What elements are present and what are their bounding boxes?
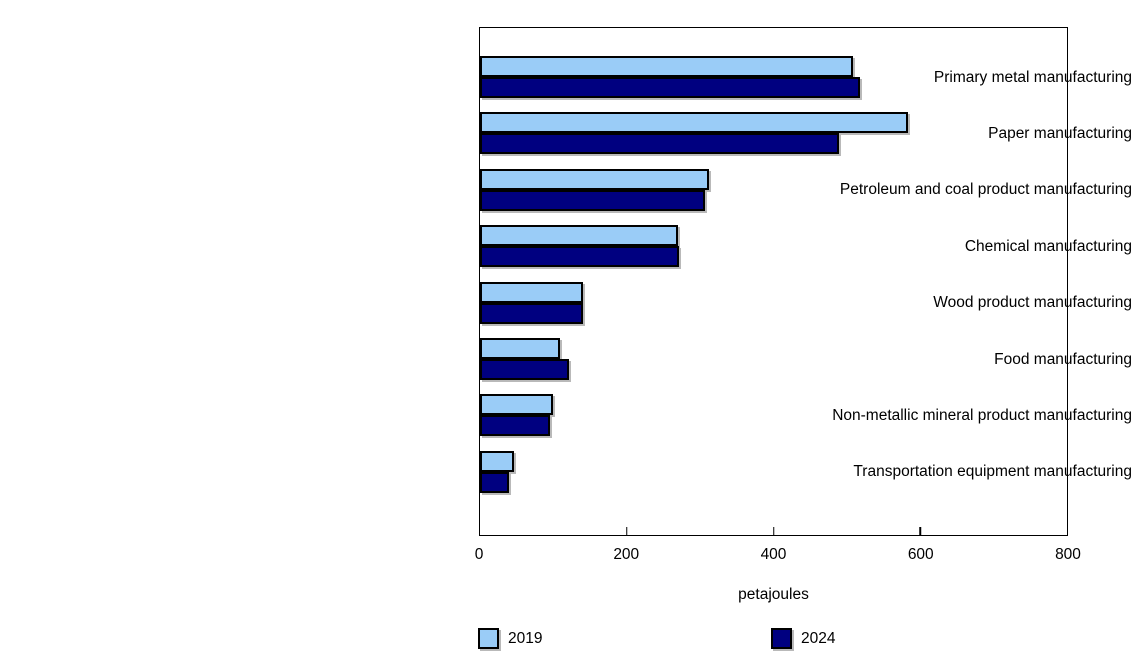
category-label-primary-metal-manufacturing: Primary metal manufacturing (933, 68, 1132, 86)
legend-item-2019: 2019 (478, 628, 542, 649)
bar-2019-transportation-equipment-manufacturing (480, 450, 514, 472)
category-label-petroleum-and-coal-product-manufacturing: Petroleum and coal product manufacturing (839, 181, 1132, 199)
bar-2019-wood-product-manufacturing (480, 281, 584, 303)
plot-area (479, 27, 1068, 536)
bar-2024-non-metallic-mineral-product-manufacturing (480, 415, 551, 437)
bar-2024-petroleum-and-coal-product-manufacturing (480, 189, 705, 211)
category-label-paper-manufacturing: Paper manufacturing (988, 124, 1132, 142)
category-label-transportation-equipment-manufacturing: Transportation equipment manufacturing (853, 463, 1132, 481)
bar-2024-transportation-equipment-manufacturing (480, 471, 509, 493)
x-tick-label-400: 400 (760, 546, 787, 563)
x-tick-label-600: 600 (907, 546, 934, 563)
legend-item-2024: 2024 (771, 628, 835, 649)
x-tick-label-0: 0 (474, 546, 484, 563)
category-label-wood-product-manufacturing: Wood product manufacturing (933, 294, 1132, 312)
x-axis-tick-labels: 0 200 400 600 800 (475, 546, 1081, 568)
x-tick-label-800: 800 (1055, 546, 1081, 563)
bar-2019-paper-manufacturing (480, 112, 908, 134)
bar-2019-chemical-manufacturing (480, 225, 679, 247)
legend-swatch-2019 (478, 628, 499, 649)
bar-2019-food-manufacturing (480, 338, 560, 359)
legend-label-2019: 2019 (508, 629, 543, 647)
bar-2019-primary-metal-manufacturing (480, 56, 853, 77)
x-tick-mark-400 (772, 527, 775, 535)
x-tick-mark-600 (919, 527, 921, 535)
legend-label-2024: 2024 (801, 629, 836, 647)
category-label-chemical-manufacturing: Chemical manufacturing (964, 237, 1132, 255)
bar-2024-food-manufacturing (480, 359, 569, 380)
category-label-non-metallic-mineral-product-manufacturing: Non-metallic mineral product manufacturi… (832, 406, 1132, 424)
bar-2024-wood-product-manufacturing (480, 302, 583, 324)
legend-swatch-2024 (771, 628, 792, 649)
legend: 2019 2024 (0, 628, 1132, 654)
bar-2019-petroleum-and-coal-product-manufacturing (480, 168, 709, 190)
x-tick-mark-200 (626, 527, 628, 535)
x-tick-label-200: 200 (613, 546, 640, 563)
category-label-food-manufacturing: Food manufacturing (994, 350, 1132, 368)
bar-2024-chemical-manufacturing (480, 246, 679, 268)
bar-2019-non-metallic-mineral-product-manufacturing (480, 394, 554, 416)
bar-2024-primary-metal-manufacturing (480, 77, 861, 98)
x-axis-title: petajoules (738, 586, 809, 603)
bar-2024-paper-manufacturing (480, 133, 839, 155)
